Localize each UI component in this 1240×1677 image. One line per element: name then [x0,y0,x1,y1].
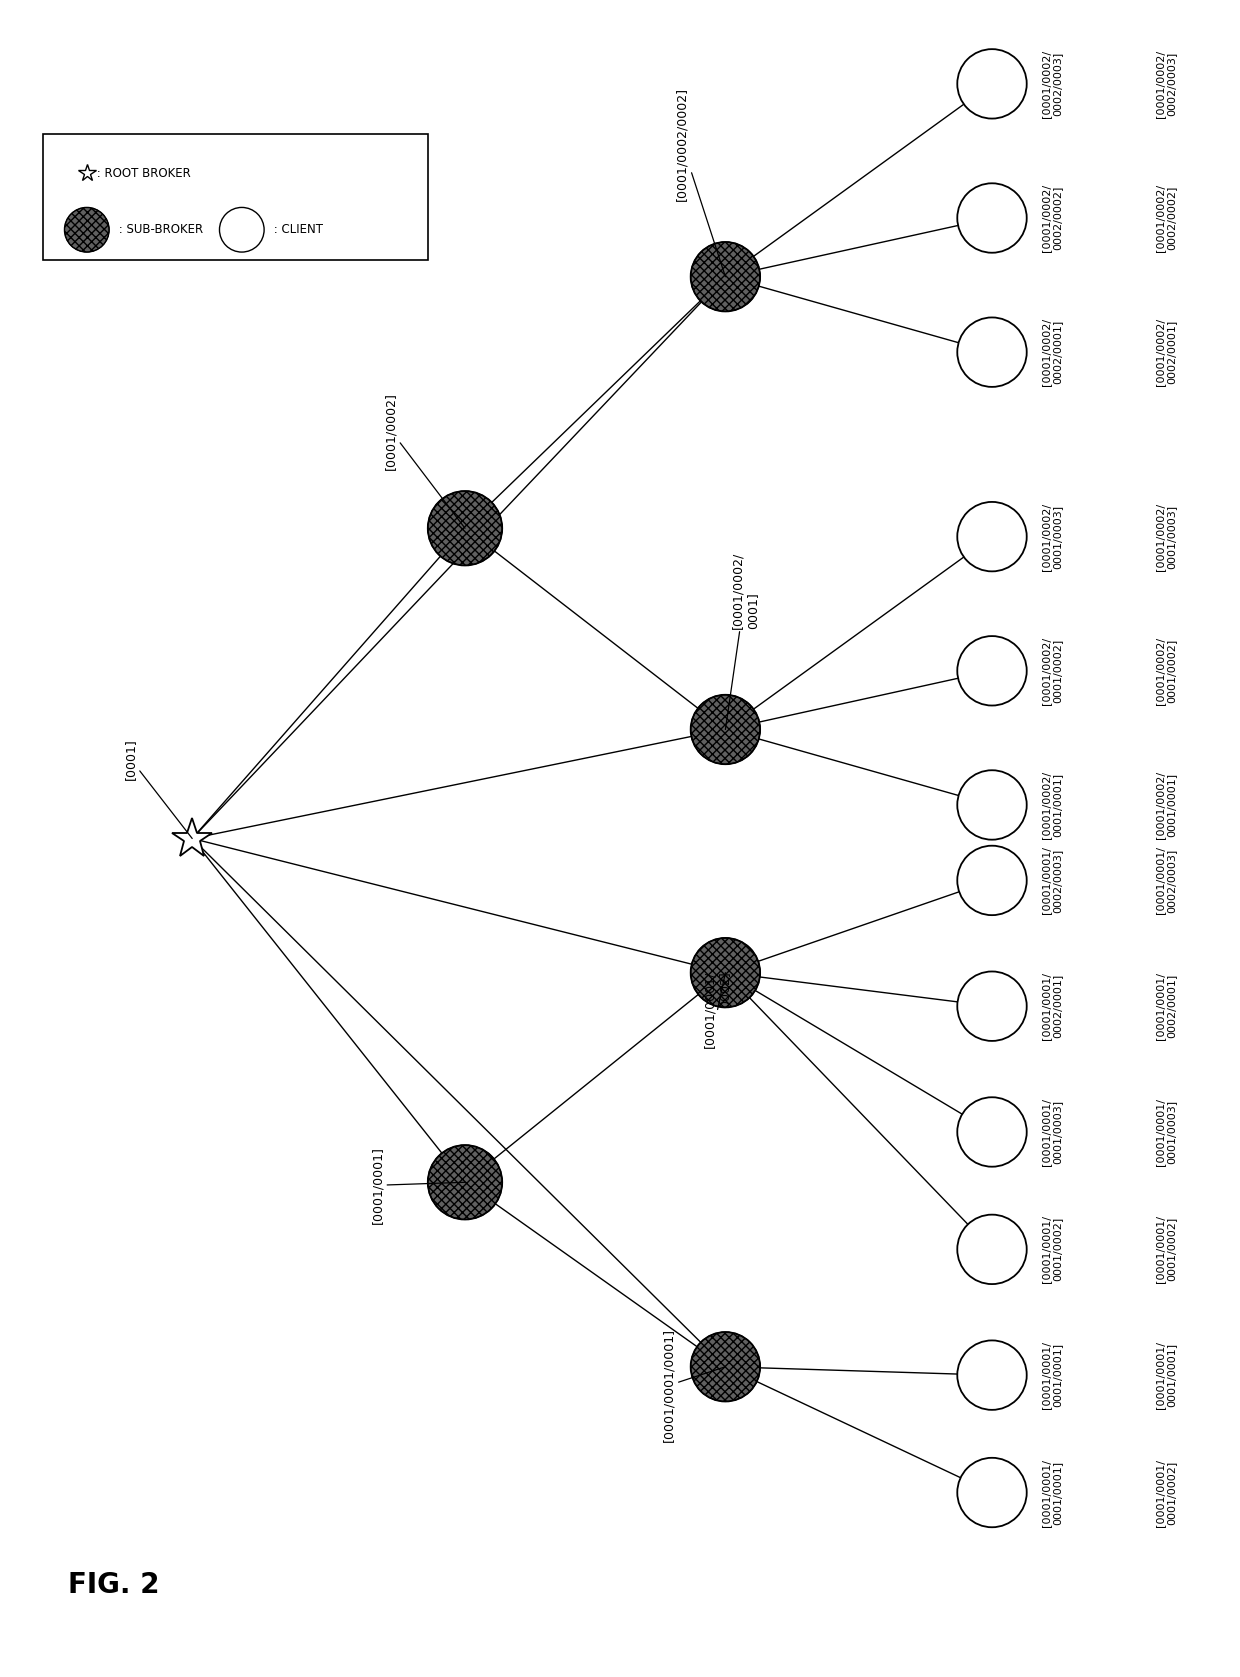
Text: : CLIENT: : CLIENT [270,223,324,236]
Ellipse shape [219,208,264,252]
Ellipse shape [691,1332,760,1402]
Text: [0001/0002/
0002/0002]: [0001/0002/ 0002/0002] [1154,184,1177,252]
Ellipse shape [957,971,1027,1041]
Text: [0001/0002/
0002/0001]: [0001/0002/ 0002/0001] [1040,319,1063,386]
Text: [0001/0001/
0001/0001]: [0001/0001/ 0001/0001] [1040,1342,1063,1409]
Ellipse shape [691,937,760,1008]
Text: [0001/0002]: [0001/0002] [384,392,465,528]
Text: [0001/0002/
0001]: [0001/0002/ 0001] [725,552,760,729]
Ellipse shape [957,770,1027,840]
Text: [0001/0001]: [0001/0001] [372,1147,465,1224]
Text: [0001/0002/
0002/0003]: [0001/0002/ 0002/0003] [1040,50,1063,117]
Text: [0001/0001/
0001/0002]: [0001/0001/ 0001/0002] [1040,1216,1063,1283]
Text: [0001/0001/
0001/0003]: [0001/0001/ 0001/0003] [1154,1098,1177,1166]
Text: [0001/0001/
0001/0001]: [0001/0001/ 0001/0001] [1154,1342,1177,1409]
Text: FIG. 2: FIG. 2 [68,1571,160,1598]
Ellipse shape [428,1145,502,1219]
Text: [0001/0001/
0001/0002]: [0001/0001/ 0001/0002] [1154,1216,1177,1283]
Text: [0001/0002/0002]: [0001/0002/0002] [676,87,725,277]
Text: [0001/0002/
0001/0002]: [0001/0002/ 0001/0002] [1040,637,1063,704]
Text: [0001/0002/
0001/0002]: [0001/0002/ 0001/0002] [1154,637,1177,704]
Text: [0001/0001/
0002/0003]: [0001/0001/ 0002/0003] [1040,847,1063,914]
Ellipse shape [957,1457,1027,1528]
Text: [0001/0001/
0001/0002]: [0001/0001/ 0001/0002] [1154,1459,1177,1526]
Ellipse shape [957,183,1027,253]
Text: [0001/0002/
0002/0001]: [0001/0002/ 0002/0001] [1154,319,1177,386]
Ellipse shape [957,1214,1027,1285]
Text: [0001/0002/
0002/0002]: [0001/0002/ 0002/0002] [1040,184,1063,252]
Ellipse shape [957,845,1027,916]
Text: : ROOT BROKER: : ROOT BROKER [93,166,191,179]
Ellipse shape [64,208,109,252]
Ellipse shape [428,491,502,565]
FancyBboxPatch shape [43,134,428,260]
Text: [0001]: [0001] [124,738,192,838]
Text: [0001/0001/0001]: [0001/0001/0001] [663,1328,725,1442]
Ellipse shape [691,241,760,312]
Text: [0001/0002/
0001/0001]: [0001/0002/ 0001/0001] [1154,771,1177,838]
Ellipse shape [957,49,1027,119]
Text: : SUB-BROKER: : SUB-BROKER [115,223,203,236]
Text: [0001/0001/
0002/0001]: [0001/0001/ 0002/0001] [1154,973,1177,1040]
Text: [0001/0001/
0001/0003]: [0001/0001/ 0001/0003] [1040,1098,1063,1166]
Ellipse shape [957,501,1027,572]
Ellipse shape [691,694,760,765]
Text: [0001/0001/
0002/0003]: [0001/0001/ 0002/0003] [1154,847,1177,914]
Text: [0001/0002/
0001/0003]: [0001/0002/ 0001/0003] [1040,503,1063,570]
Text: [0001/0002/
0002/0003]: [0001/0002/ 0002/0003] [1154,50,1177,117]
Ellipse shape [957,1097,1027,1167]
Text: [0001/0001/
0001/0001]: [0001/0001/ 0001/0001] [1040,1459,1063,1526]
Text: [0001/0002/
0001/0003]: [0001/0002/ 0001/0003] [1154,503,1177,570]
Ellipse shape [957,1340,1027,1410]
Text: [0001/0002/
0001/0001]: [0001/0002/ 0001/0001] [1040,771,1063,838]
Text: [0001/0001/
0002/0001]: [0001/0001/ 0002/0001] [1040,973,1063,1040]
Text: [0001/0001/
0002]: [0001/0001/ 0002] [703,971,732,1048]
Ellipse shape [957,317,1027,387]
Ellipse shape [957,636,1027,706]
